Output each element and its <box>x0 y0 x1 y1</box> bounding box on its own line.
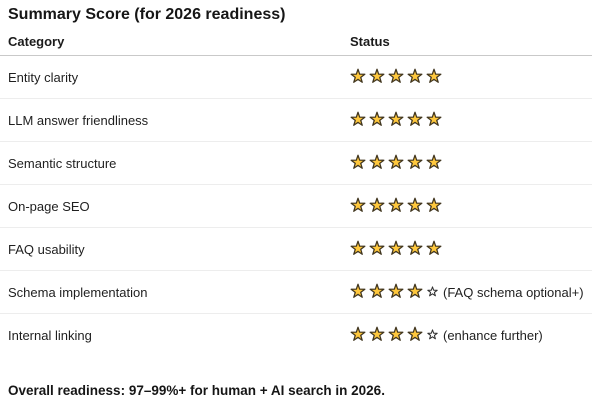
star-filled-icon <box>426 197 442 216</box>
star-filled-icon <box>350 197 366 216</box>
table-row: LLM answer friendliness <box>0 99 592 142</box>
star-filled-icon <box>350 111 366 130</box>
star-filled-icon <box>388 68 404 87</box>
star-filled-icon <box>426 240 442 259</box>
category-label: LLM answer friendliness <box>8 112 149 128</box>
category-label: Internal linking <box>8 327 92 343</box>
status-cell: (enhance further) <box>350 326 592 345</box>
star-filled-icon <box>369 283 385 302</box>
status-cell <box>350 197 592 216</box>
overall-readiness-text: Overall readiness: 97–99%+ for human + A… <box>8 383 385 398</box>
table-row: On-page SEO <box>0 185 592 228</box>
summary-table: Category Status Entity clarity LLM answer… <box>0 28 600 356</box>
status-note: (FAQ schema optional+) <box>443 284 584 300</box>
star-filled-icon <box>388 240 404 259</box>
star-filled-icon <box>407 111 423 130</box>
status-cell <box>350 240 592 259</box>
category-label: Schema implementation <box>8 284 148 300</box>
table-row: Semantic structure <box>0 142 592 185</box>
star-filled-icon <box>426 154 442 173</box>
star-filled-icon <box>350 240 366 259</box>
column-header-category: Category <box>8 34 65 49</box>
star-filled-icon <box>407 154 423 173</box>
star-filled-icon <box>369 154 385 173</box>
star-filled-icon <box>407 240 423 259</box>
table-header-row: Category Status <box>0 28 592 56</box>
status-cell <box>350 68 592 87</box>
star-filled-icon <box>350 283 366 302</box>
star-outline-icon <box>427 285 438 300</box>
star-filled-icon <box>407 197 423 216</box>
status-cell <box>350 154 592 173</box>
summary-table-body: Entity clarity LLM answer friendliness Sem… <box>0 56 600 356</box>
star-filled-icon <box>426 111 442 130</box>
star-filled-icon <box>369 240 385 259</box>
table-row: Schema implementation (FAQ schema optiona… <box>0 271 592 314</box>
category-label: Entity clarity <box>8 69 79 85</box>
star-filled-icon <box>369 326 385 345</box>
page-title: Summary Score (for 2026 readiness) <box>8 6 286 23</box>
category-label: On-page SEO <box>8 198 90 214</box>
table-row: FAQ usability <box>0 228 592 271</box>
status-cell <box>350 111 592 130</box>
star-filled-icon <box>388 197 404 216</box>
star-filled-icon <box>369 197 385 216</box>
table-row: Internal linking (enhance further) <box>0 314 592 356</box>
star-filled-icon <box>350 68 366 87</box>
table-row: Entity clarity <box>0 56 592 99</box>
star-filled-icon <box>388 283 404 302</box>
star-filled-icon <box>407 326 423 345</box>
star-filled-icon <box>426 68 442 87</box>
star-filled-icon <box>350 154 366 173</box>
star-filled-icon <box>369 68 385 87</box>
star-filled-icon <box>388 111 404 130</box>
category-label: Semantic structure <box>8 155 117 171</box>
column-header-status: Status <box>350 34 390 49</box>
star-outline-icon <box>427 328 438 343</box>
star-filled-icon <box>407 68 423 87</box>
star-filled-icon <box>407 283 423 302</box>
status-note: (enhance further) <box>443 327 543 343</box>
star-filled-icon <box>388 154 404 173</box>
status-cell: (FAQ schema optional+) <box>350 283 592 302</box>
category-label: FAQ usability <box>8 241 85 257</box>
star-filled-icon <box>350 326 366 345</box>
star-filled-icon <box>388 326 404 345</box>
star-filled-icon <box>369 111 385 130</box>
